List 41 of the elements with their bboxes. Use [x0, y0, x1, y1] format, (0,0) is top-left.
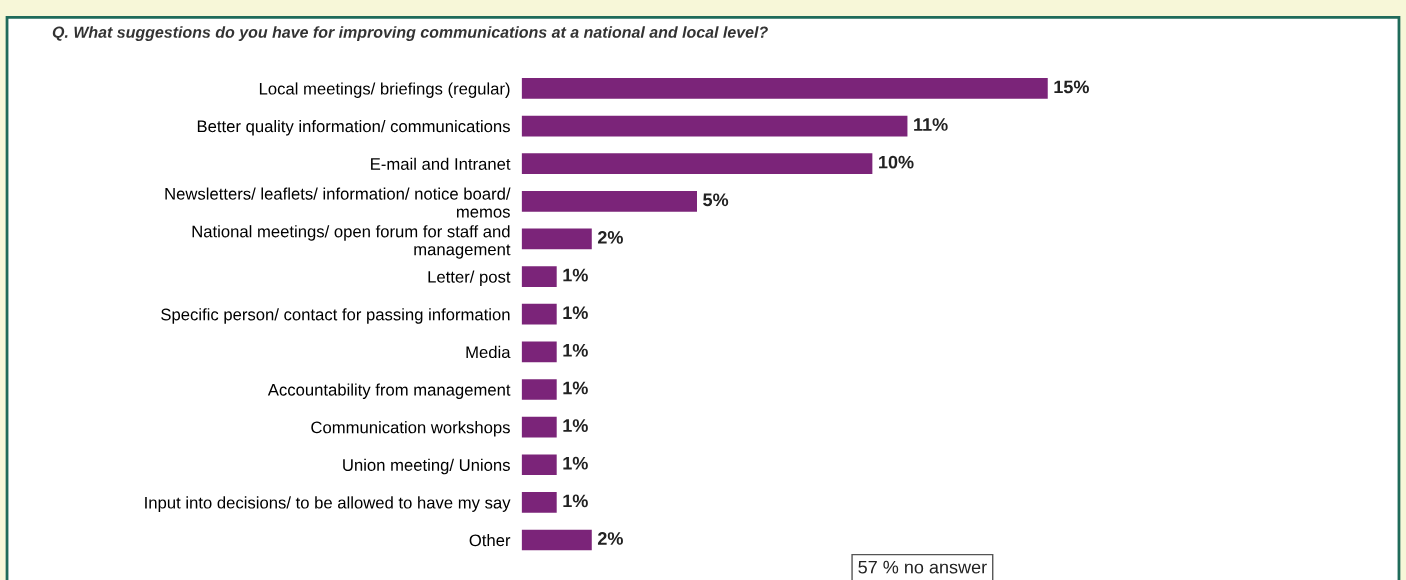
- y-tick-label: Better quality information/ communications: [197, 120, 510, 136]
- bar: [521, 153, 873, 175]
- y-tick-label: Newsletters/ leaflets/ information/ notice board/ memos: [165, 187, 511, 218]
- data-label: 15%: [1054, 80, 1089, 94]
- y-tick-label: Accountability from management: [267, 383, 511, 399]
- data-label: 2%: [597, 231, 623, 244]
- bar: [521, 115, 908, 137]
- data-label: 1%: [563, 381, 588, 395]
- bar: [521, 228, 592, 250]
- y-tick-label: Media: [466, 345, 511, 359]
- bar: [521, 454, 557, 476]
- bar: [521, 341, 557, 363]
- bar: [521, 266, 557, 287]
- y-tick-label: Communication workshops: [311, 421, 510, 437]
- y-tick-label: Input into decisions/ to be allowed to have my say: [145, 496, 511, 512]
- bar: [521, 379, 557, 400]
- y-tick-label: Letter/ post: [428, 270, 511, 287]
- y-tick-label: Specific person/ contact for passing information: [161, 308, 510, 324]
- data-label: 1%: [563, 456, 588, 470]
- bar: [521, 303, 557, 325]
- data-label: 11%: [914, 118, 948, 131]
- data-label: 2%: [597, 532, 623, 545]
- bar: [521, 529, 592, 551]
- chart-title: Q. What suggestions do you have for improving communications at a national and local level?: [52, 26, 768, 42]
- data-label: 5%: [703, 193, 729, 207]
- y-tick-label: Local meetings/ briefings (regular): [259, 82, 510, 98]
- text: 57 % no answer: [858, 560, 987, 574]
- bar: [521, 190, 697, 212]
- bar: [521, 78, 1048, 99]
- y-tick-label: Other: [469, 533, 511, 547]
- data-label: 1%: [563, 494, 588, 508]
- data-label: 1%: [563, 419, 588, 432]
- data-label: 10%: [879, 155, 914, 169]
- data-label: 1%: [563, 306, 588, 320]
- y-tick-label: Union meeting/ Unions: [343, 458, 510, 475]
- y-tick-label: National meetings/ open forum for staff and management: [192, 225, 511, 259]
- bar: [521, 416, 557, 438]
- data-label: 1%: [563, 343, 588, 357]
- bar: [521, 492, 557, 513]
- data-label: 1%: [563, 268, 588, 282]
- y-tick-label: E-mail and Intranet: [371, 157, 511, 170]
